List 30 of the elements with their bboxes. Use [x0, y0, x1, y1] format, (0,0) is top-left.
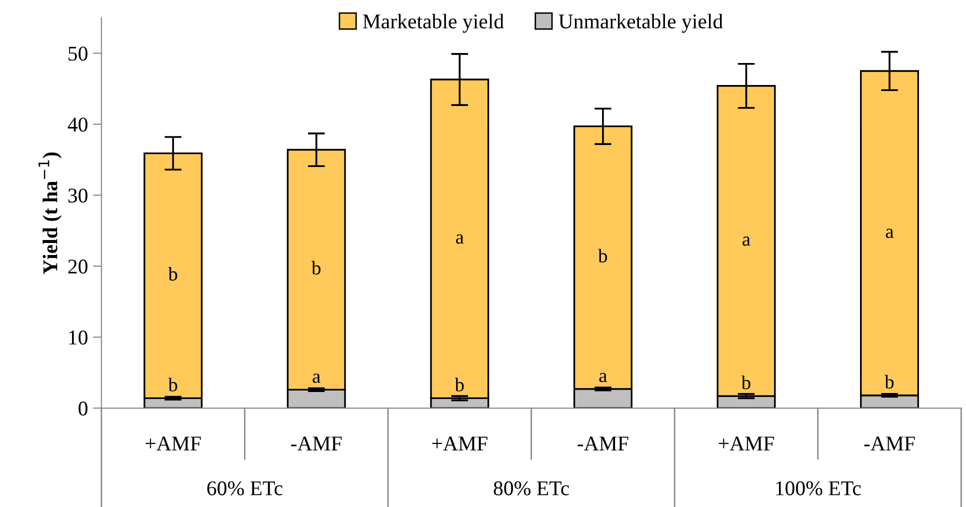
data-label: a: [742, 236, 750, 246]
x-tick-label: -AMF: [578, 436, 628, 450]
data-label: b: [741, 376, 750, 390]
y-tick-label: 20: [68, 260, 88, 274]
data-label: b: [454, 378, 464, 392]
x-tick-label: +AMF: [432, 436, 488, 450]
y-tick-label: 0: [78, 402, 88, 416]
y-tick-label: 50: [68, 46, 88, 61]
data-label: b: [884, 374, 894, 389]
data-label: a: [886, 228, 894, 238]
text: 80% ETc: [494, 481, 569, 496]
y-tick-label: 40: [68, 118, 88, 132]
y-tick-label: 10: [69, 330, 88, 345]
x-tick-label: +AMF: [718, 436, 774, 450]
data-label: a: [456, 234, 464, 244]
data-label: a: [312, 374, 320, 383]
data-label: b: [168, 378, 178, 392]
data-label: b: [312, 260, 320, 275]
y-tick-label: 30: [68, 188, 88, 203]
x-tick-label: -AMF: [864, 436, 915, 450]
legend-label: Unmarketable yield: [558, 14, 723, 33]
y-axis-title: Yield (t ha$^{−1}$): [38, 152, 62, 274]
text: 100% ETc: [776, 481, 861, 496]
legend-label: Marketable yield: [362, 14, 504, 33]
data-label: b: [168, 266, 178, 281]
x-tick-label: -AMF: [291, 436, 342, 450]
text: 60% ETc: [207, 481, 282, 496]
data-label: a: [599, 372, 607, 382]
x-tick-label: +AMF: [146, 436, 201, 450]
data-label: b: [598, 248, 608, 263]
